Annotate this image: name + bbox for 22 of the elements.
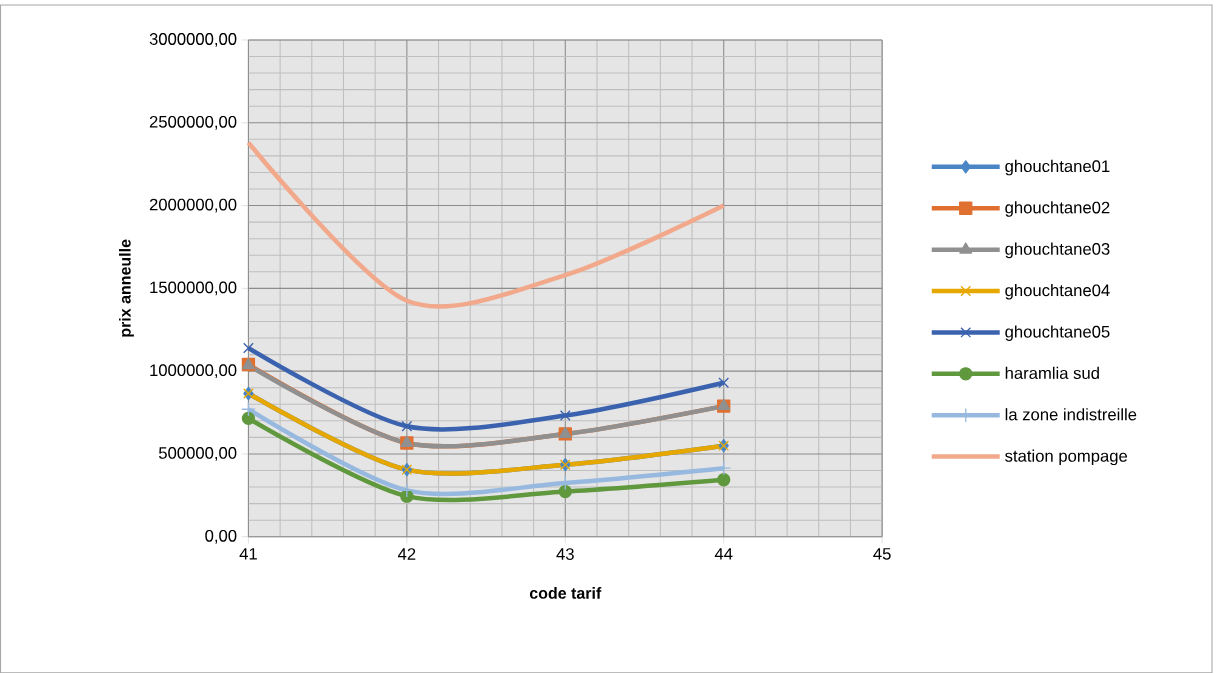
x-axis-title: code tarif	[529, 586, 602, 599]
y-tick-label: 3000000,00	[149, 32, 237, 47]
legend-label: la zone indistreille	[1005, 408, 1137, 421]
legend-label: station pompage	[1005, 449, 1128, 465]
legend-label: haramlia sud	[1005, 366, 1099, 379]
legend-label: ghouchtane03	[1005, 242, 1110, 259]
y-tick-label: 2500000,00	[149, 115, 237, 130]
y-tick-label: 500000,00	[158, 446, 237, 461]
legend-label: ghouchtane02	[1005, 201, 1110, 217]
y-tick-label: 2000000,00	[149, 198, 237, 213]
y-tick-label: 1000000,00	[150, 364, 237, 378]
legend-label: ghouchtane04	[1005, 283, 1110, 300]
x-tick-label: 41	[239, 548, 257, 560]
y-tick-label: 1500000,00	[150, 281, 237, 296]
legend-label: ghouchtane05	[1005, 325, 1110, 341]
x-tick-label: 43	[556, 548, 574, 560]
y-axis-title: prix anneulle	[119, 239, 134, 337]
x-tick-label: 42	[397, 548, 416, 560]
y-tick-label: 0,00	[205, 529, 237, 544]
legend-label: ghouchtane01	[1005, 159, 1110, 176]
x-tick-label: 45	[873, 548, 891, 560]
x-tick-label: 44	[714, 548, 733, 560]
